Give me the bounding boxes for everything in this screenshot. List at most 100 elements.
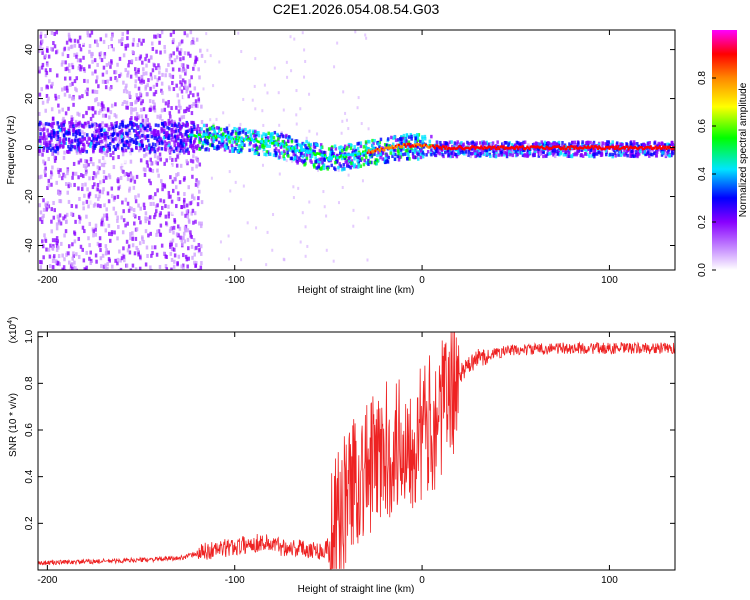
heatmap-cell (40, 260, 43, 265)
heatmap-cell (119, 176, 123, 181)
heatmap-cell (231, 149, 234, 153)
heatmap-cell (74, 266, 77, 270)
heatmap-cell (73, 230, 76, 235)
heatmap-cell (415, 155, 418, 160)
heatmap-cell (134, 129, 137, 133)
heatmap-cell (77, 214, 81, 219)
heatmap-cell (110, 59, 113, 64)
heatmap-core-cell (611, 146, 614, 149)
heatmap-cell (457, 149, 460, 154)
heatmap-cell (538, 152, 542, 156)
heatmap-cell (46, 62, 49, 67)
heatmap-cell (110, 194, 114, 199)
heatmap-cell (144, 57, 147, 62)
heatmap-cell (105, 248, 108, 253)
heatmap-cell (53, 208, 56, 213)
heatmap-core-cell (250, 137, 253, 141)
heatmap-core-cell (376, 147, 379, 151)
heatmap-cell (303, 75, 306, 79)
heatmap-cell (177, 254, 181, 259)
heatmap-cell (520, 151, 524, 155)
heatmap-cell (194, 55, 198, 60)
heatmap-cell (280, 131, 283, 135)
heatmap-cell (294, 153, 297, 158)
heatmap-core-cell (244, 138, 247, 141)
heatmap-cell (100, 148, 104, 153)
heatmap-cell (171, 74, 175, 79)
heatmap-cell (157, 135, 161, 140)
heatmap-cell (118, 49, 122, 54)
heatmap-cell (92, 162, 95, 167)
heatmap-cell (118, 74, 121, 79)
heatmap-cell (64, 229, 68, 234)
heatmap-cell (246, 221, 249, 225)
heatmap-cell (56, 167, 60, 172)
heatmap-cell (64, 67, 68, 72)
heatmap-cell (45, 134, 48, 139)
heatmap-cell (481, 144, 484, 148)
heatmap-cell (183, 204, 186, 209)
heatmap-cell (295, 122, 298, 126)
heatmap-cell (68, 37, 71, 42)
heatmap-cell (196, 180, 200, 185)
heatmap-cell (543, 140, 547, 145)
heatmap-cell (339, 151, 342, 156)
heatmap-cell (116, 257, 120, 262)
heatmap-cell (158, 40, 161, 45)
heatmap-cell (45, 70, 49, 75)
heatmap-cell (189, 158, 193, 163)
heatmap-cell (203, 139, 207, 143)
heatmap-core-cell (280, 142, 283, 145)
heatmap-cell (364, 140, 368, 144)
heatmap-cell (126, 73, 129, 78)
snr-x-label: Height of straight line (km) (298, 584, 415, 595)
heatmap-core-cell (520, 145, 523, 149)
heatmap-cell (670, 150, 674, 154)
heatmap-core-cell (286, 145, 289, 149)
heatmap-cell (399, 151, 403, 156)
heatmap-cell (613, 151, 617, 155)
heatmap-cell (333, 166, 336, 170)
heatmap-core-cell (577, 147, 580, 150)
heatmap-cell (67, 32, 71, 37)
heatmap-cell (196, 104, 199, 109)
heatmap-cell (122, 246, 125, 251)
heatmap-cell (130, 106, 133, 111)
heatmap-cell (46, 99, 49, 104)
heatmap-cell (196, 124, 200, 128)
heatmap-core-cell (458, 145, 461, 148)
heatmap-cell (125, 105, 128, 110)
heatmap-cell (182, 266, 185, 270)
heatmap-cell (179, 126, 183, 130)
heatmap-cell (164, 147, 168, 152)
heatmap-cell (39, 265, 43, 270)
heatmap-cell (122, 218, 126, 223)
heatmap-cell (149, 86, 152, 91)
heatmap-cell (266, 150, 270, 155)
heatmap-cell (51, 265, 55, 270)
heatmap-cell (77, 141, 81, 146)
heatmap-core-cell (497, 145, 500, 149)
heatmap-cell (277, 91, 280, 95)
heatmap-cell (41, 100, 45, 105)
heatmap-cell (178, 132, 182, 136)
heatmap-cell (175, 203, 178, 208)
heatmap-cell (98, 126, 102, 130)
heatmap-cell (108, 148, 112, 152)
heatmap-core-cell (221, 136, 224, 139)
heatmap-cell (624, 151, 628, 156)
heatmap-cell (88, 176, 91, 181)
heatmap-cell (400, 137, 403, 141)
heatmap-cell (123, 172, 127, 177)
heatmap-cell (297, 186, 300, 190)
spectrogram-x-label: Height of straight line (km) (298, 285, 415, 296)
heatmap-cell (85, 250, 88, 255)
heatmap-cell (78, 132, 82, 137)
heatmap-core-cell (470, 146, 473, 149)
heatmap-cell (263, 83, 266, 87)
heatmap-cell (237, 144, 240, 148)
heatmap-cell (315, 159, 319, 163)
heatmap-cell (184, 254, 188, 259)
heatmap-cell (184, 71, 187, 76)
heatmap-core-cell (647, 145, 650, 149)
